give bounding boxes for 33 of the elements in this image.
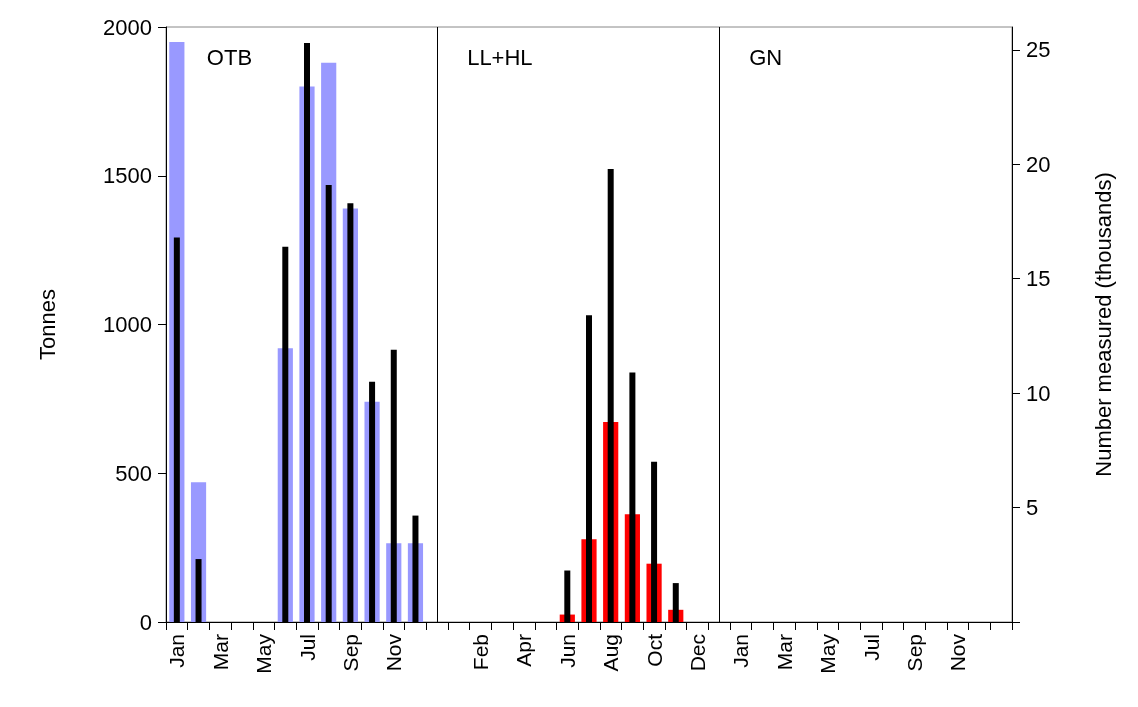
x-tick-label: Oct xyxy=(642,633,666,667)
y-tick-label: 1000 xyxy=(103,312,152,337)
y2-tick-label: 20 xyxy=(1026,151,1051,177)
x-tick-label: Jan xyxy=(165,634,189,668)
x-tick-label: Sep xyxy=(338,634,362,672)
y-tick-label: 500 xyxy=(115,460,152,486)
y2-axis-title: Number measured (thousands) xyxy=(1090,172,1116,477)
x-tick-label: Nov xyxy=(382,633,406,672)
x-tick-label: Apr xyxy=(512,634,536,667)
x-tick-label: May xyxy=(252,633,276,674)
x-tick-label: Aug xyxy=(599,634,623,672)
annotation: LL+HL xyxy=(467,44,533,70)
y2-tick-label: 25 xyxy=(1026,37,1051,63)
y-tick-label: 2000 xyxy=(103,14,152,40)
x-tick-label: Feb xyxy=(469,634,493,671)
y2-tick-label: 15 xyxy=(1026,266,1051,292)
x-tick-label: Mar xyxy=(208,634,232,671)
x-tick-label: Mar xyxy=(772,634,796,671)
x-tick-label: Dec xyxy=(685,634,709,672)
y-axis-title: Tonnes xyxy=(34,289,60,360)
x-tick-label: May xyxy=(816,633,840,674)
annotation: OTB xyxy=(206,44,253,70)
x-tick-label: Nov xyxy=(946,633,970,672)
annotation: GN xyxy=(749,44,783,70)
y-tick-label: 1500 xyxy=(103,163,152,189)
x-tick-label: Jul xyxy=(295,634,319,661)
x-tick-label: Jul xyxy=(859,634,883,661)
y2-tick-label: 5 xyxy=(1026,495,1039,521)
x-tick-label: Jun xyxy=(555,634,579,668)
y2-tick-label: 10 xyxy=(1026,380,1051,406)
x-tick-label: Jan xyxy=(729,634,753,668)
x-tick-label: Sep xyxy=(902,634,926,672)
y-tick-label: 0 xyxy=(139,609,152,635)
